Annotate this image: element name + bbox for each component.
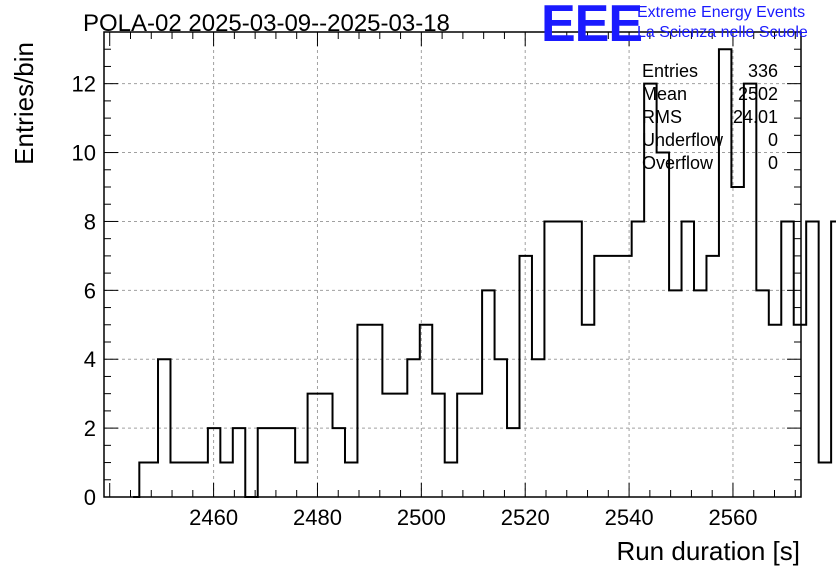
stats-value: 2502: [737, 84, 778, 104]
chart-title: POLA-02 2025-03-09--2025-03-18: [83, 10, 450, 37]
stats-label: RMS: [642, 107, 682, 127]
y-tick-label: 6: [84, 278, 96, 303]
logo-line-1: Extreme Energy Events: [637, 4, 806, 21]
axes: [103, 31, 802, 498]
x-axis-label: Run duration [s]: [616, 536, 800, 566]
y-tick-label: 8: [84, 209, 96, 234]
stats-row: Overflow 0: [642, 152, 778, 175]
x-tick-label: 2540: [605, 505, 654, 530]
y-tick-label: 12: [72, 72, 96, 97]
histogram-step-line: [133, 48, 836, 498]
stats-row: Mean 2502: [642, 83, 778, 106]
stats-label: Entries: [642, 61, 699, 81]
y-tick-label: 10: [72, 141, 96, 166]
stats-row: Underflow 0: [642, 129, 778, 152]
plot-frame: [103, 31, 802, 498]
logo-line-2: La Scienza nelle Scuole: [637, 24, 808, 41]
stats-row: Entries 336: [642, 60, 778, 83]
y-tick-label: 0: [84, 485, 96, 510]
y-tick-label: 2: [84, 416, 96, 441]
stats-value: 0: [767, 153, 778, 173]
eee-logo: EEE: [541, 0, 643, 53]
y-tick-label: 4: [84, 347, 96, 372]
y-axis-label: Entries/bin: [9, 42, 39, 165]
x-tick-label: 2500: [397, 505, 446, 530]
x-tick-label: 2520: [501, 505, 550, 530]
stats-label: Underflow: [642, 130, 724, 150]
x-tick-label: 2560: [708, 505, 757, 530]
tick-marks: [104, 32, 801, 498]
tick-labels: 2460 2480 2500 2520 2540 2560 0 2 4 6 8 10 12: [72, 72, 758, 530]
grid-lines: [104, 32, 801, 497]
x-tick-label: 2460: [189, 505, 238, 530]
stats-value: 24.01: [732, 107, 778, 127]
stats-value: 336: [747, 61, 778, 81]
stats-label: Mean: [642, 84, 688, 104]
histogram-series: [133, 48, 836, 498]
stats-label: Overflow: [642, 153, 714, 173]
eee-logo-text: Extreme Energy Events La Scienza nelle S…: [637, 3, 808, 43]
x-tick-label: 2480: [293, 505, 342, 530]
stats-row: RMS 24.01: [642, 106, 778, 129]
stats-box: Entries 336 Mean 2502 RMS 24.01 Underflow 0 Over…: [642, 60, 778, 175]
stats-value: 0: [767, 130, 778, 150]
